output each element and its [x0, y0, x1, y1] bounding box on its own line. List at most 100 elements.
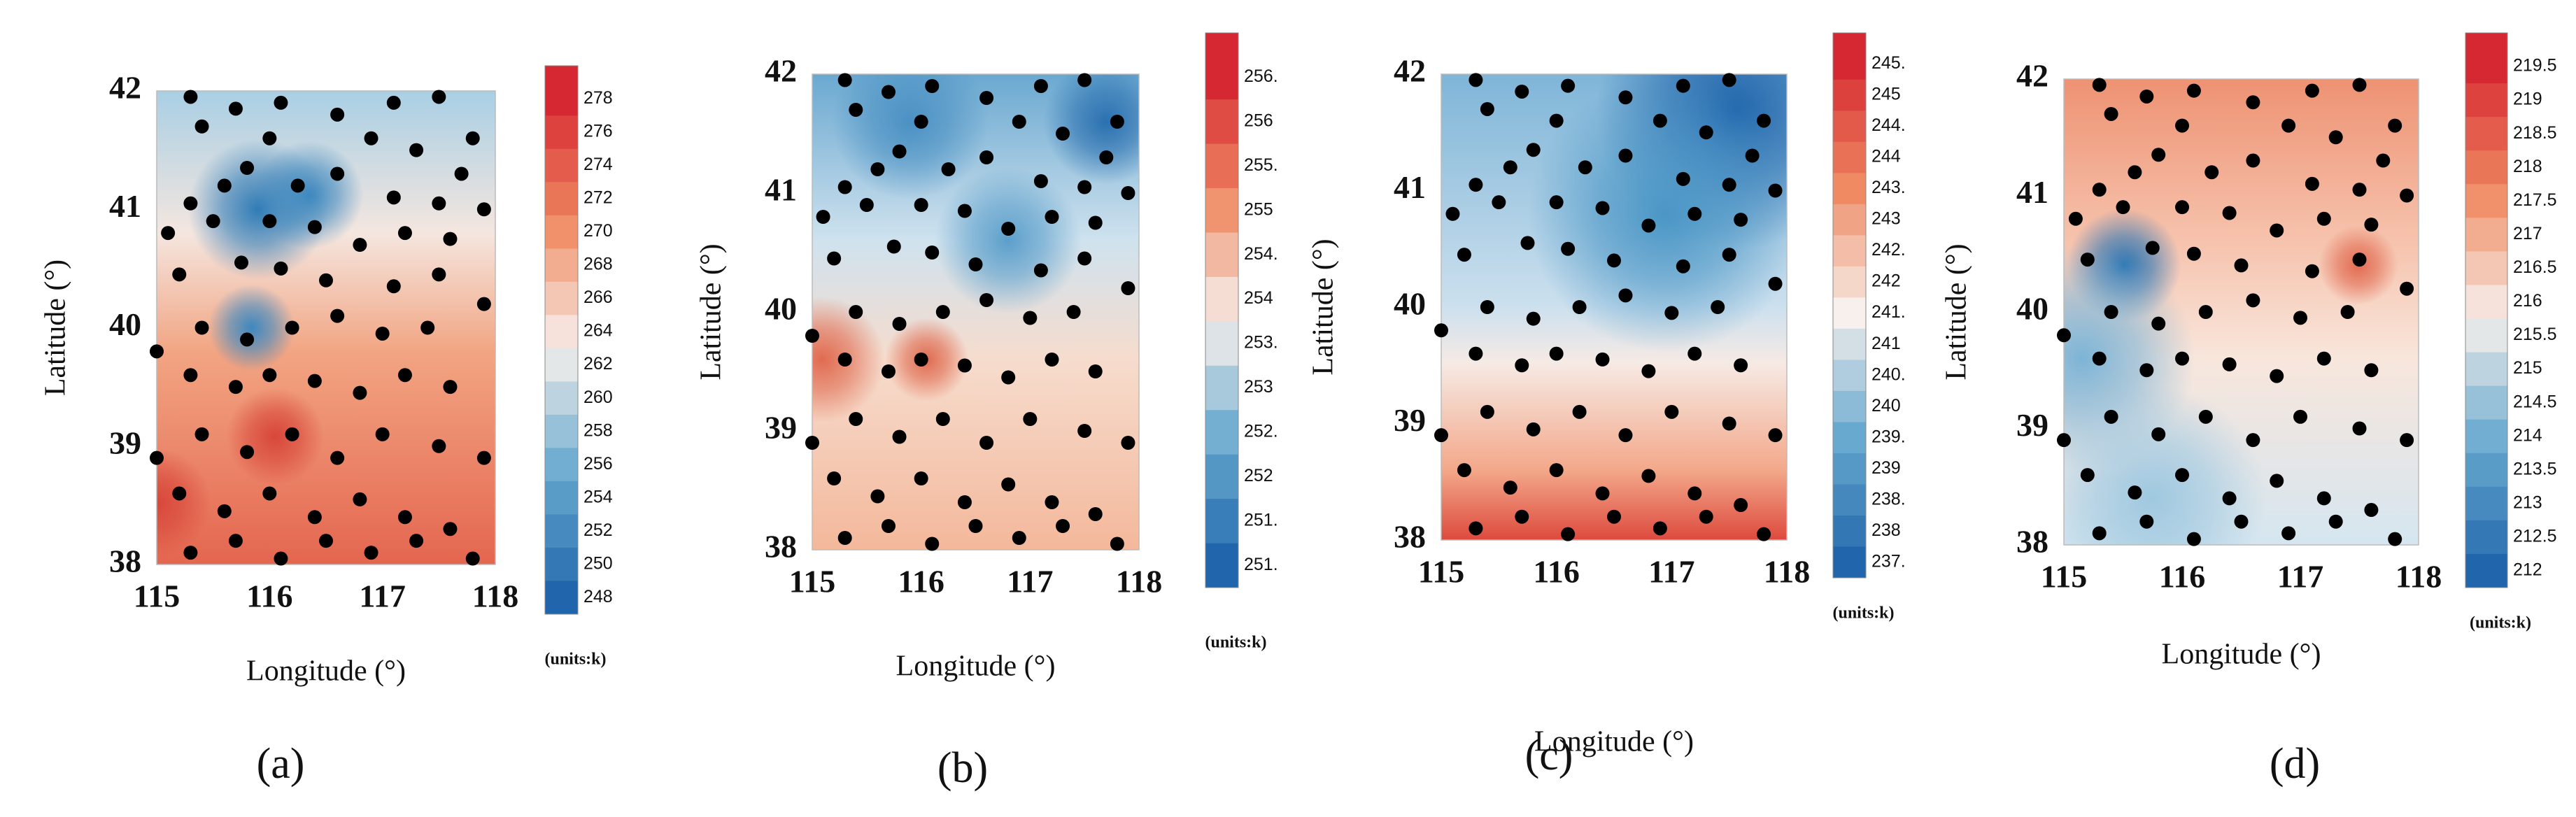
colorbar-segment: [2465, 520, 2507, 555]
station: [330, 450, 345, 465]
y-axis-label: Latitude (°): [1308, 239, 1340, 375]
colorbar-tick-label: 278: [583, 88, 613, 108]
station: [1711, 300, 1725, 314]
station: [353, 492, 367, 506]
station: [1595, 352, 1610, 367]
colorbar-segment: [545, 182, 578, 216]
station: [1434, 323, 1448, 338]
colorbar-tick-label: 212: [2513, 560, 2542, 580]
colorbar-tick-label: 260: [583, 388, 613, 407]
station: [2092, 526, 2107, 541]
station: [2080, 468, 2095, 483]
colorbar-tick-label: 216: [2513, 291, 2542, 311]
station: [330, 166, 345, 181]
station: [2186, 246, 2201, 261]
station: [2151, 427, 2166, 441]
y-tick-label: 42: [109, 70, 141, 106]
station: [217, 504, 232, 518]
x-axis-label: Longitude (°): [896, 651, 1056, 683]
y-tick-label: 38: [2016, 524, 2048, 560]
colorbar-tick-label: 253: [1244, 377, 1273, 397]
colorbar-segment: [2465, 486, 2507, 521]
station: [1469, 346, 1483, 361]
colorbar-segment: [1833, 48, 1866, 80]
station: [2364, 363, 2379, 378]
y-axis-label: Latitude (°): [695, 243, 728, 380]
y-axis-label: Latitude (°): [40, 260, 72, 396]
station: [1515, 358, 1529, 373]
station: [375, 326, 390, 341]
station: [1595, 486, 1610, 501]
colorbar-segment: [545, 514, 578, 548]
plot-frame: [2063, 78, 2419, 546]
station: [849, 305, 863, 319]
station: [1088, 215, 1103, 230]
station: [1110, 115, 1124, 129]
y-tick-label: 41: [2016, 174, 2048, 210]
station: [2305, 264, 2319, 278]
colorbar-tick-label: 242: [1871, 271, 1901, 291]
station: [1722, 416, 1736, 431]
station: [2198, 305, 2213, 319]
colorbar-tick-label: 240.: [1871, 364, 1906, 384]
station: [1033, 79, 1048, 93]
station: [1033, 174, 1048, 188]
station: [837, 531, 852, 545]
station: [914, 115, 928, 129]
station: [397, 368, 412, 383]
station: [859, 198, 874, 212]
station: [1549, 346, 1564, 361]
station: [870, 162, 885, 176]
station: [1699, 509, 1713, 524]
station: [2400, 433, 2414, 448]
station: [837, 180, 852, 194]
panel-label: (a): [257, 740, 305, 788]
station: [1572, 300, 1587, 314]
station: [2092, 351, 2107, 366]
x-tick-label: 116: [2159, 559, 2205, 595]
station: [979, 91, 994, 105]
station: [2340, 305, 2355, 319]
colorbar-top: [1205, 33, 1238, 56]
station: [476, 450, 491, 465]
colorbar-segment: [1833, 546, 1866, 578]
station: [1001, 370, 1016, 385]
station: [914, 198, 928, 212]
station: [849, 103, 863, 117]
colorbar-segment: [1833, 79, 1866, 111]
colorbar-tick-label: 218: [2513, 157, 2542, 176]
x-tick-label: 115: [789, 564, 835, 599]
station: [375, 427, 390, 441]
colorbar-units: (units:k): [2470, 614, 2531, 632]
station: [443, 380, 458, 395]
station: [1469, 521, 1483, 536]
station: [206, 214, 220, 229]
station: [1578, 160, 1592, 175]
colorbar-segment: [1833, 141, 1866, 173]
station: [1561, 241, 1576, 256]
y-tick-label: 39: [109, 425, 141, 460]
station: [1056, 127, 1070, 141]
colorbar-tick-label: 272: [583, 188, 613, 208]
y-tick-label: 40: [109, 306, 141, 342]
station: [2388, 532, 2402, 546]
station: [914, 471, 928, 485]
colorbar-tick-label: 214: [2513, 425, 2542, 445]
colorbar-segment: [2465, 184, 2507, 218]
plot-frame: [1441, 73, 1788, 541]
colorbar-units: (units:k): [544, 651, 606, 669]
station: [1077, 73, 1092, 87]
station: [2186, 532, 2201, 546]
y-tick-label: 38: [765, 529, 797, 564]
colorbar-tick-label: 254: [583, 487, 613, 506]
station: [1664, 404, 1679, 419]
station: [1045, 495, 1059, 509]
colorbar-segment: [545, 448, 578, 482]
colorbar-tick-label: 253.: [1244, 333, 1278, 353]
station: [1687, 486, 1702, 501]
station: [2139, 514, 2154, 529]
station: [228, 380, 243, 395]
station: [228, 101, 243, 116]
field-blob: [255, 141, 364, 250]
station: [2151, 148, 2166, 162]
